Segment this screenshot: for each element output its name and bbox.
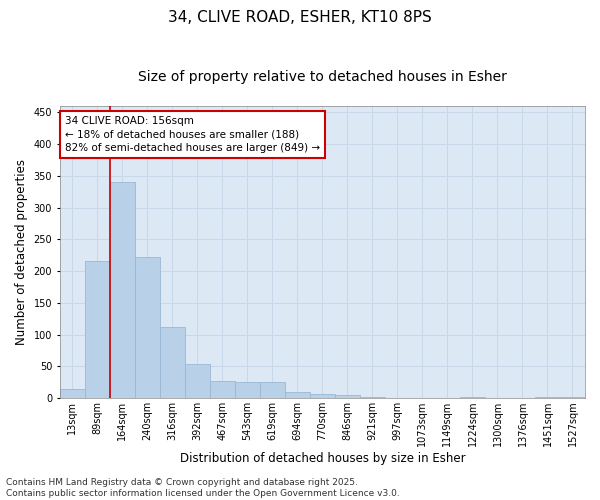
Bar [310,394,335,398]
Bar [185,364,210,398]
Bar [135,257,160,398]
Bar [160,327,185,398]
Bar [235,382,260,398]
Y-axis label: Number of detached properties: Number of detached properties [15,159,28,345]
Bar [110,182,135,398]
Text: 34 CLIVE ROAD: 156sqm
← 18% of detached houses are smaller (188)
82% of semi-det: 34 CLIVE ROAD: 156sqm ← 18% of detached … [65,116,320,152]
Bar [210,381,235,398]
X-axis label: Distribution of detached houses by size in Esher: Distribution of detached houses by size … [179,452,465,465]
Bar [60,388,85,398]
Bar [260,382,285,398]
Bar [460,397,485,398]
Bar [285,392,310,398]
Text: Contains HM Land Registry data © Crown copyright and database right 2025.
Contai: Contains HM Land Registry data © Crown c… [6,478,400,498]
Bar [535,397,560,398]
Title: Size of property relative to detached houses in Esher: Size of property relative to detached ho… [138,70,507,84]
Bar [85,261,110,398]
Text: 34, CLIVE ROAD, ESHER, KT10 8PS: 34, CLIVE ROAD, ESHER, KT10 8PS [168,10,432,25]
Bar [335,395,360,398]
